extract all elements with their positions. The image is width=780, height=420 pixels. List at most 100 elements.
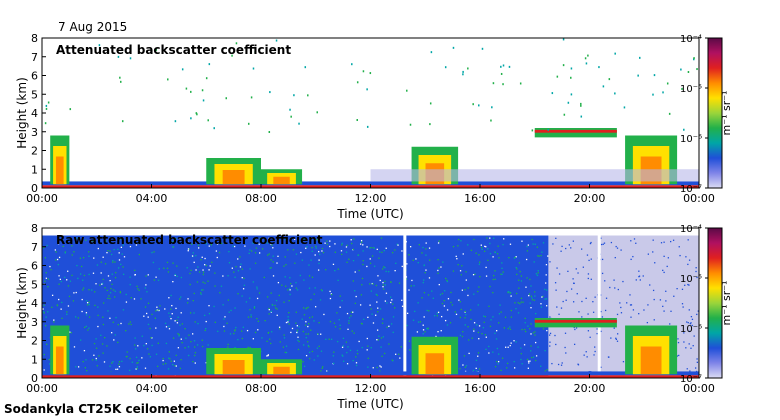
noise-pixel (371, 313, 373, 315)
noise-pixel (136, 368, 138, 370)
noise-pixel (86, 301, 89, 304)
noise-pixel (175, 237, 177, 240)
noise-pixel (186, 267, 188, 269)
noise-pixel (465, 279, 467, 281)
noise-pixel (377, 307, 379, 309)
noise-pixel (177, 347, 180, 349)
noise-pixel (242, 288, 245, 290)
noise-pixel (202, 269, 204, 271)
noise-pixel (167, 368, 170, 370)
noise-pixel (88, 301, 90, 303)
noise-pixel (341, 354, 343, 356)
noise-pixel (234, 347, 236, 349)
noise-pixel (345, 341, 348, 343)
noise-pixel (587, 330, 590, 332)
noise-pixel (180, 338, 182, 340)
noise-pixel (114, 261, 116, 263)
noise-pixel (687, 239, 689, 241)
noise-pixel (485, 266, 487, 269)
panel-title: Attenuated backscatter coefficient (56, 43, 291, 57)
boundary-layer (42, 371, 699, 376)
noise-pixel (686, 321, 688, 323)
scatter-pixel (430, 51, 433, 54)
noise-pixel (303, 314, 306, 316)
noise-pixel (109, 317, 111, 319)
noise-pixel (545, 289, 548, 291)
noise-pixel (101, 282, 104, 285)
noise-pixel (462, 364, 464, 366)
noise-pixel (270, 310, 272, 313)
noise-pixel (88, 316, 91, 318)
noise-pixel (170, 294, 172, 297)
noise-pixel (535, 312, 537, 315)
noise-pixel (60, 280, 62, 283)
noise-pixel (568, 244, 570, 246)
noise-pixel (398, 353, 400, 355)
noise-pixel (483, 315, 485, 317)
noise-pixel (517, 312, 520, 314)
noise-pixel (390, 296, 392, 298)
y-tick-label: 4 (31, 297, 38, 310)
noise-pixel (438, 267, 440, 269)
noise-pixel (394, 307, 396, 309)
noise-pixel (520, 297, 523, 299)
noise-pixel (545, 264, 548, 266)
noise-pixel (345, 246, 348, 248)
noise-pixel (346, 351, 348, 354)
noise-pixel (173, 360, 176, 362)
noise-pixel (362, 260, 364, 262)
noise-pixel (361, 323, 363, 325)
noise-pixel (572, 301, 575, 303)
noise-pixel (272, 261, 274, 263)
noise-pixel (332, 355, 334, 357)
noise-pixel (95, 347, 98, 349)
noise-pixel (58, 275, 60, 277)
noise-pixel (44, 257, 46, 259)
noise-pixel (213, 305, 215, 308)
noise-pixel (565, 352, 567, 354)
noise-pixel (527, 325, 529, 327)
noise-pixel (601, 316, 604, 318)
noise-pixel (478, 325, 481, 327)
noise-pixel (395, 262, 397, 264)
cloud-core-dense (640, 346, 662, 375)
noise-pixel (683, 332, 685, 334)
noise-pixel (324, 242, 326, 244)
noise-pixel (118, 366, 121, 368)
scatter-pixel (190, 117, 192, 120)
noise-pixel (305, 354, 308, 357)
noise-pixel (125, 301, 128, 303)
noise-pixel (268, 313, 270, 315)
noise-pixel (295, 282, 297, 284)
noise-pixel (585, 297, 587, 299)
noise-pixel (492, 351, 494, 353)
noise-pixel (696, 313, 698, 316)
noise-pixel (254, 262, 257, 264)
noise-pixel (270, 342, 272, 345)
noise-pixel (354, 290, 356, 292)
noise-pixel (500, 311, 502, 313)
y-tick-label: 7 (31, 51, 38, 64)
noise-pixel (82, 287, 85, 289)
noise-pixel (285, 351, 288, 354)
noise-pixel (394, 249, 396, 251)
noise-pixel (670, 240, 672, 243)
scatter-pixel (570, 76, 572, 79)
noise-pixel (459, 316, 462, 319)
noise-pixel (114, 334, 116, 336)
scatter-pixel (47, 101, 50, 104)
noise-pixel (490, 319, 492, 321)
noise-pixel (284, 351, 286, 354)
noise-pixel (544, 370, 546, 372)
noise-pixel (381, 355, 383, 357)
noise-pixel (688, 284, 690, 286)
noise-pixel (298, 240, 300, 242)
noise-pixel (438, 283, 440, 286)
noise-pixel (542, 295, 544, 298)
noise-pixel (348, 320, 350, 322)
noise-pixel (141, 357, 143, 359)
noise-pixel (181, 323, 184, 325)
noise-pixel (165, 362, 167, 365)
x-tick-label: 00:00 (26, 382, 58, 395)
noise-pixel (340, 250, 343, 252)
